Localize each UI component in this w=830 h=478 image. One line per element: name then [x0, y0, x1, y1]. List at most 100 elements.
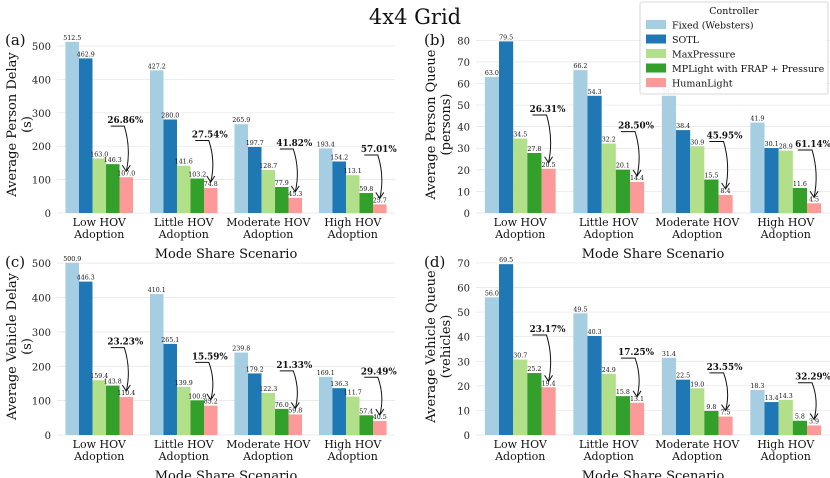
bar — [750, 122, 765, 213]
bar-value-label: 63.0 — [485, 70, 499, 77]
bar — [288, 414, 303, 435]
improvement-arrowhead — [206, 175, 216, 183]
x-tick-label: Little HOV — [579, 216, 640, 229]
x-tick-label: Little HOV — [579, 438, 640, 451]
bar — [778, 399, 793, 435]
bar-value-label: 25.2 — [527, 366, 541, 373]
improvement-label: 23.55% — [707, 363, 744, 373]
bar — [261, 170, 276, 213]
y-tick-label: 0 — [464, 209, 470, 220]
bar — [573, 313, 588, 435]
bar — [778, 150, 793, 213]
bar-value-label: 107.0 — [117, 170, 135, 177]
y-tick-label: 30 — [457, 144, 470, 155]
x-tick-label: Adoption — [671, 228, 722, 241]
bar — [704, 179, 719, 213]
bar — [190, 400, 205, 435]
improvement-label: 45.95% — [707, 132, 744, 142]
x-tick-label: Adoption — [158, 450, 209, 463]
x-axis-title: Mode Share Scenario — [155, 247, 298, 262]
bar — [275, 186, 289, 213]
y-tick-label: 300 — [32, 109, 51, 120]
improvement-arrow — [797, 149, 817, 198]
bar — [318, 376, 333, 435]
x-axis-title: Mode Share Scenario — [155, 469, 298, 478]
improvement-arrow — [532, 334, 552, 382]
bar — [247, 373, 262, 435]
bar — [690, 388, 705, 435]
improvement-arrow — [110, 125, 129, 172]
y-axis-title: Average Person Queue(persons) — [424, 49, 454, 200]
panel-label: (d) — [424, 253, 445, 271]
bar — [234, 124, 248, 213]
bar — [332, 388, 346, 435]
improvement-label: 41.82% — [276, 139, 313, 149]
bar — [513, 138, 528, 213]
improvement-label: 29.49% — [361, 367, 398, 377]
bar — [573, 70, 588, 213]
bar — [601, 373, 616, 435]
x-tick-label: Adoption — [327, 450, 378, 463]
bar — [661, 95, 677, 213]
bar-value-label: 18.3 — [750, 383, 764, 390]
improvement-arrow — [364, 376, 383, 416]
bar-value-label: 79.5 — [499, 34, 513, 41]
improvement-arrow — [364, 154, 383, 199]
bar-value-label: 193.4 — [317, 141, 335, 148]
bar — [163, 343, 177, 435]
bar — [106, 164, 120, 213]
bar — [204, 405, 218, 435]
bar — [119, 177, 134, 213]
bar — [78, 58, 93, 213]
improvement-label: 57.01% — [361, 145, 398, 155]
bar — [601, 143, 616, 213]
bar-value-label: 14.3 — [779, 393, 793, 400]
improvement-arrow — [110, 347, 129, 392]
bar — [204, 188, 218, 213]
chart-panel-a: 0 100 200 300 400 500 512.5 427.2 265.9 193.4 462.… — [5, 31, 397, 262]
bar — [484, 297, 500, 435]
legend-box — [639, 1, 829, 95]
bar — [676, 379, 691, 435]
bar-value-label: 24.9 — [602, 367, 616, 374]
bar — [792, 420, 807, 435]
bar — [65, 262, 79, 435]
bar — [149, 70, 164, 213]
x-tick-label: Low HOV — [494, 216, 548, 229]
improvement-arrowhead — [121, 164, 131, 173]
bar — [615, 396, 630, 435]
y-tick-label: 60 — [457, 79, 470, 90]
y-axis-title: Average Vehicle Delay(s) — [5, 272, 35, 421]
bar — [163, 119, 177, 213]
bar — [718, 194, 733, 213]
x-axis-title: Mode Share Scenario — [582, 247, 725, 262]
bar — [764, 402, 779, 435]
bar-value-label: 20.5 — [542, 162, 556, 169]
bar-value-label: 25.7 — [373, 197, 387, 204]
bar-value-label: 32.2 — [602, 136, 616, 143]
improvement-label: 21.33% — [276, 361, 313, 371]
improvement-label: 61.14% — [795, 140, 830, 150]
legend-swatch — [646, 49, 666, 58]
bar-value-label: 159.4 — [90, 373, 108, 380]
x-tick-label: Adoption — [760, 228, 811, 241]
y-tick-label: 500 — [32, 259, 51, 270]
bar-value-label: 40.3 — [588, 329, 602, 336]
bar — [149, 294, 164, 435]
bar-value-label: 462.9 — [77, 51, 95, 58]
improvement-arrowhead — [375, 408, 385, 416]
bar-value-label: 49.5 — [573, 306, 587, 313]
bar — [704, 410, 719, 435]
legend-label: MPLight with FRAP + Pressure — [672, 64, 825, 75]
y-axis-title-line: Average Vehicle Queue — [424, 270, 439, 424]
bar-value-label: 30.1 — [765, 141, 779, 148]
bar — [750, 390, 765, 435]
improvement-label: 15.59% — [192, 352, 229, 362]
improvement-label: 28.50% — [618, 122, 655, 132]
bar — [92, 158, 107, 213]
bar-value-label: 30.9 — [690, 139, 704, 146]
bar — [587, 95, 602, 213]
x-tick-label: Adoption — [760, 450, 811, 463]
bar-value-label: 34.5 — [513, 132, 527, 139]
y-axis-title-line: Average Person Queue — [424, 49, 439, 200]
